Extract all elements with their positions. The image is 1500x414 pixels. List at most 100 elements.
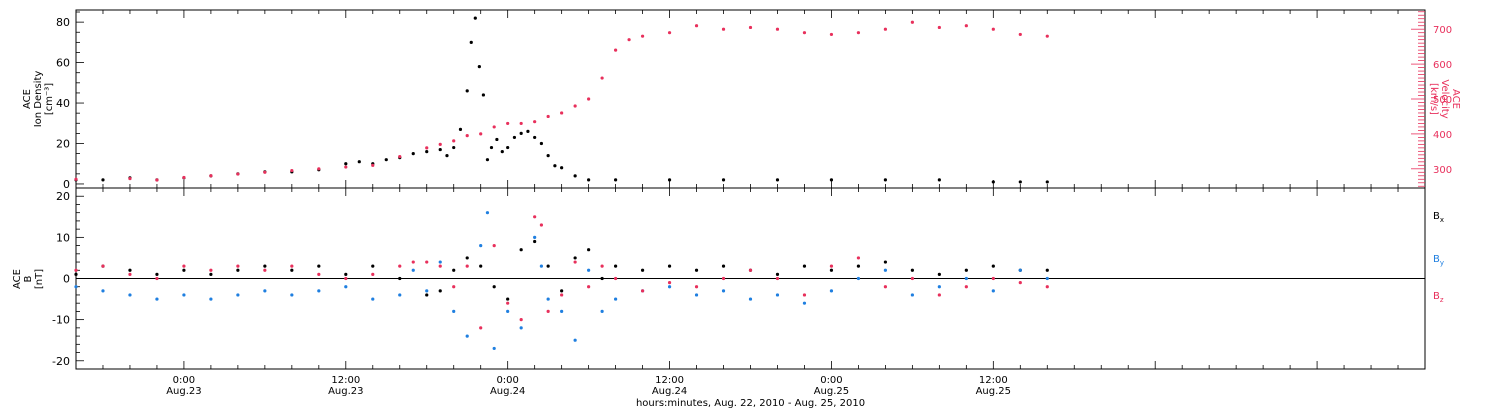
y-left-tick-label: 40 (56, 97, 70, 110)
bx-point (775, 272, 780, 276)
bz-point (519, 318, 523, 322)
y-bottom-tick-label: 10 (56, 231, 70, 244)
y-right-axis-label-line: Velocity (1439, 79, 1450, 118)
bz-point (560, 293, 564, 297)
bx-point (438, 289, 442, 293)
density-point (519, 131, 523, 135)
velocity-point (991, 27, 995, 31)
y-left-tick-label: 20 (56, 138, 70, 151)
velocity-point (721, 27, 726, 31)
density-point (829, 178, 834, 182)
data-points (74, 16, 1049, 351)
bz-point (640, 289, 645, 293)
bx-point (721, 264, 726, 268)
density-point (533, 135, 537, 140)
by-point (587, 268, 591, 272)
density-point (411, 152, 415, 156)
y-right-tick-label: 400 (1433, 130, 1452, 141)
bz-point (465, 264, 469, 268)
velocity-point (627, 38, 631, 42)
density-point (458, 127, 463, 131)
density-point (425, 149, 429, 154)
bz-point (694, 285, 699, 289)
velocity-point (182, 175, 186, 180)
bz-point (74, 268, 78, 272)
bx-point (236, 268, 240, 272)
bx-point (694, 268, 699, 272)
density-point (489, 145, 494, 150)
legend-bz-sub: z (1440, 296, 1444, 304)
velocity-point (600, 76, 604, 80)
bx-point (452, 268, 456, 272)
velocity-point (694, 24, 699, 28)
by-point (411, 268, 415, 272)
by-point (101, 289, 105, 293)
bx-point (209, 272, 213, 276)
bx-point (128, 268, 132, 272)
bx-point (492, 285, 496, 289)
bz-point (452, 285, 456, 289)
density-point (614, 178, 618, 182)
by-point (371, 297, 375, 301)
bx-point (519, 248, 523, 252)
by-point (910, 293, 914, 297)
y-bottom-tick-label: -10 (52, 314, 70, 327)
velocity-point (519, 121, 523, 126)
by-point (452, 309, 456, 314)
bx-point (1045, 268, 1049, 272)
velocity-point (236, 172, 240, 176)
x-tick-label-time: 0:00 (820, 375, 842, 386)
by-point (479, 243, 483, 248)
density-point (991, 180, 995, 184)
y-right-axis-label: ACEVelocity[km/s] (1428, 79, 1461, 118)
x-tick-label-date: Aug.23 (328, 386, 363, 397)
by-point (539, 264, 544, 268)
y-right-axis-label-line: ACE (1450, 89, 1461, 109)
x-tick-label-date: Aug.23 (166, 386, 201, 397)
bx-point (425, 293, 429, 297)
bx-point (937, 272, 941, 276)
by-point (344, 285, 348, 289)
bx-point (883, 260, 888, 264)
bx-point (290, 268, 294, 272)
bz-point (438, 264, 442, 268)
density-point (506, 145, 510, 150)
y-right-tick-label: 600 (1433, 60, 1452, 71)
velocity-point (425, 146, 429, 150)
axis-labels: 0:00Aug.2312:00Aug.230:00Aug.2412:00Aug.… (12, 16, 1461, 409)
x-tick-label-time: 12:00 (655, 375, 684, 386)
bz-point (964, 285, 968, 289)
density-point (344, 162, 348, 166)
velocity-point (964, 24, 968, 28)
y-bottom-tick-label: -20 (52, 355, 70, 368)
bx-point (964, 268, 968, 272)
velocity-point (209, 174, 213, 178)
bz-point (546, 309, 550, 314)
y-bottom-axis-label: ACEB[nT] (12, 269, 45, 289)
bz-point (748, 268, 753, 272)
density-point (481, 93, 485, 97)
velocity-point (1018, 32, 1022, 37)
bz-point (290, 264, 294, 268)
bz-point (667, 281, 672, 285)
y-left-axis-label-line: [cm⁻³] (44, 83, 55, 115)
velocity-point (533, 120, 537, 124)
bx-point (155, 272, 159, 276)
bz-point (910, 276, 914, 281)
bz-point (101, 264, 105, 268)
velocity-point (748, 25, 753, 30)
bz-point (883, 285, 888, 289)
density-point (438, 147, 442, 152)
velocity-point (910, 20, 914, 24)
x-tick-label-date: Aug.24 (490, 386, 525, 397)
by-point (425, 289, 429, 293)
by-point (485, 211, 490, 215)
density-point (473, 16, 477, 20)
velocity-point (398, 154, 402, 159)
velocity-point (587, 97, 591, 101)
density-point (775, 178, 780, 182)
by-point (533, 235, 537, 239)
density-point (495, 137, 499, 142)
density-point (560, 166, 564, 170)
